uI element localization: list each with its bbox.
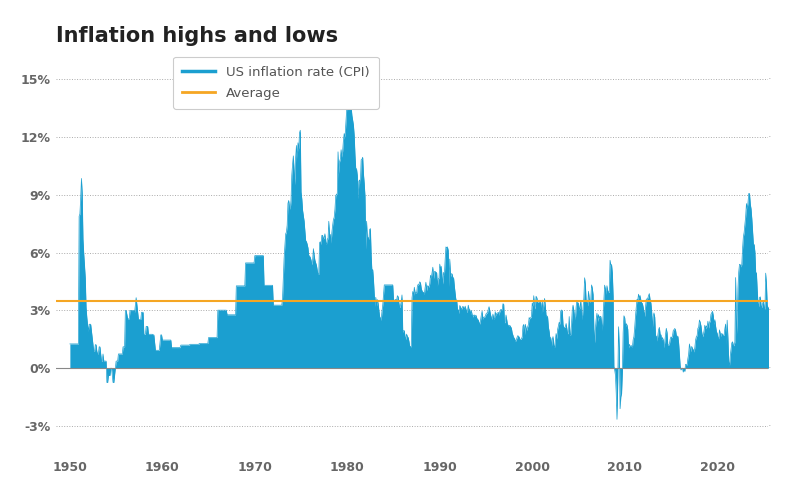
Text: ·: · [768,248,772,258]
Text: ·: · [768,363,772,373]
Text: ·: · [768,306,772,316]
Text: ·: · [768,74,772,84]
Text: ·: · [768,190,772,200]
Text: Inflation highs and lows: Inflation highs and lows [56,26,338,46]
Text: ·: · [768,421,772,431]
Legend: US inflation rate (CPI), Average: US inflation rate (CPI), Average [173,56,378,109]
Text: ·: · [768,132,772,142]
